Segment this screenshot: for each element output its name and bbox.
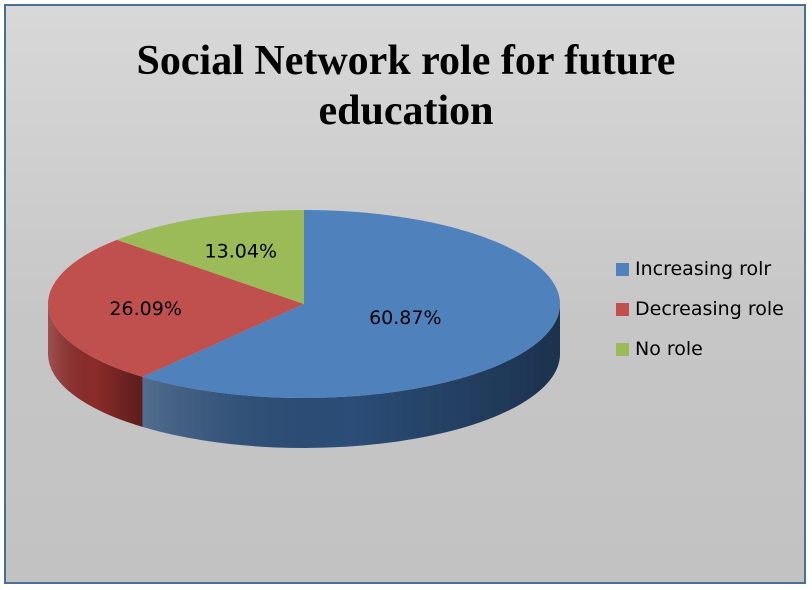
data-label-2: 13.04% (205, 241, 277, 263)
legend-item-1: Decreasing role (616, 289, 784, 329)
pie-side-shade-1 (48, 304, 143, 427)
legend-label: Increasing rolr (635, 258, 772, 280)
data-label-1: 26.09% (109, 298, 181, 320)
chart-title: Social Network role for future education (136, 38, 676, 134)
pie-chart: 60.87% 26.09% 13.04% (47, 210, 560, 448)
data-label-0: 60.87% (369, 307, 441, 329)
legend-item-2: No role (616, 329, 784, 369)
legend-swatch (616, 302, 629, 316)
chart-area: Social Network role for future education… (4, 4, 806, 584)
legend-label: No role (635, 338, 703, 360)
pie-labels: 60.87% 26.09% 13.04% (109, 241, 441, 330)
pie-slice-0 (142, 210, 560, 398)
pie-sides (48, 304, 560, 448)
legend: Increasing rolr Decreasing role No role (616, 249, 784, 369)
pie-tops (47, 210, 560, 398)
legend-swatch (616, 262, 629, 276)
legend-swatch (616, 342, 629, 356)
pie-side-shade-0 (142, 304, 560, 448)
pie-slice-1 (47, 239, 304, 377)
pie-slice-2 (116, 210, 304, 304)
legend-item-0: Increasing rolr (616, 249, 784, 289)
legend-label: Decreasing role (635, 298, 784, 320)
